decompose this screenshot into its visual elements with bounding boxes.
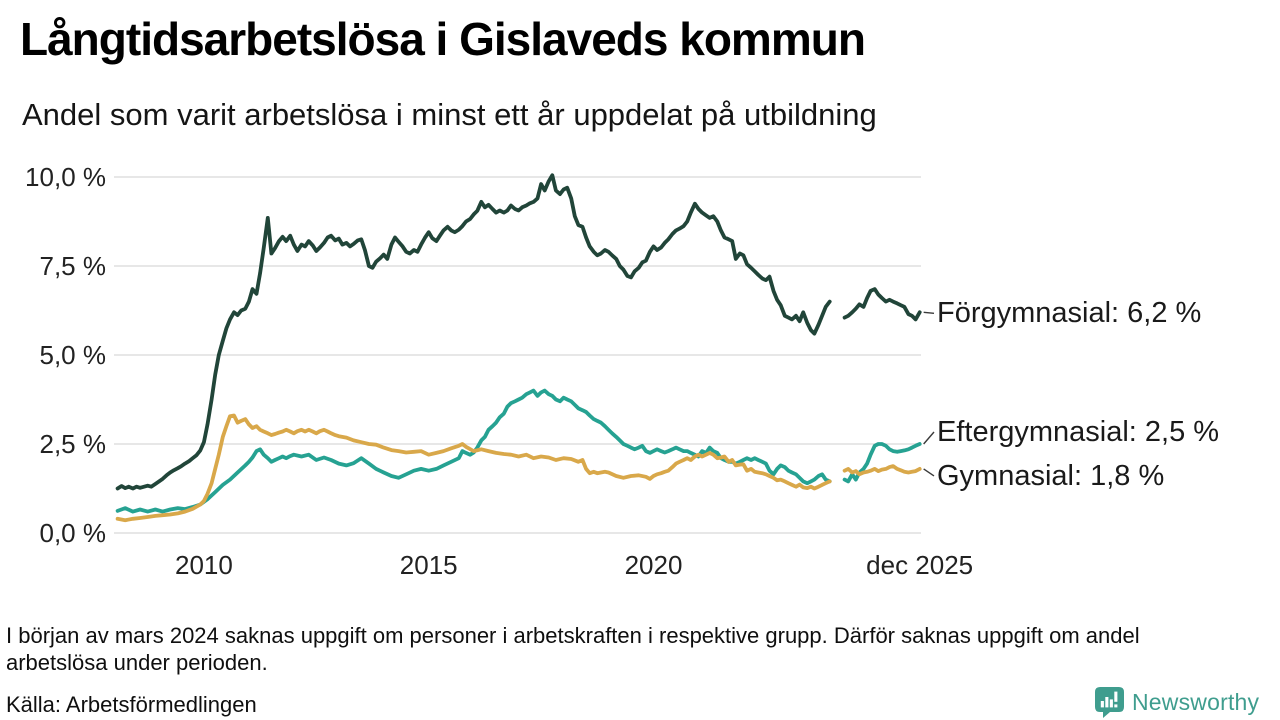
series-line-eftergymnasial (842, 442, 922, 484)
y-axis-tick-label: 0,0 % (39, 518, 107, 548)
source-label: Källa: Arbetsförmedlingen (6, 692, 257, 717)
newsworthy-wordmark: Newsworthy (1132, 688, 1260, 715)
legend-label-gymnasial: Gymnasial: 1,8 % (937, 459, 1165, 492)
series-line-gymnasial (842, 464, 922, 477)
legend-label-eftergymnasial: Eftergymnasial: 2,5 % (937, 416, 1220, 448)
legend-connector-forgymnasial (923, 311, 935, 314)
footnote-text: I början av mars 2024 saknas uppgift om … (6, 623, 1140, 675)
y-axis-tick-label: 10,0 % (25, 162, 106, 192)
newsworthy-logo: Newsworthy (1094, 686, 1259, 718)
newsworthy-speech-bubble-chart-icon (1095, 687, 1124, 718)
page-title: Långtidsarbetslösa i Gislaveds kommun (20, 13, 866, 65)
series-line-gymnasial (115, 413, 832, 523)
series-line-forgymnasial (115, 173, 832, 491)
chart-subtitle: Andel som varit arbetslösa i minst ett å… (22, 97, 877, 132)
legend-connector-gymnasial (923, 468, 935, 477)
x-axis-tick-label: 2010 (174, 550, 233, 580)
x-axis-tick-label: 2015 (399, 550, 458, 580)
x-axis-tick-label: 2020 (624, 550, 683, 580)
legend-connector-eftergymnasial (923, 431, 935, 445)
y-axis-tick-label: 2,5 % (39, 429, 107, 459)
series-line-forgymnasial (842, 287, 922, 322)
series-line-eftergymnasial (115, 388, 832, 514)
x-axis-tick-label: dec 2025 (866, 550, 974, 580)
y-axis-tick-label: 5,0 % (39, 340, 107, 370)
legend-label-forgymnasial: Förgymnasial: 6,2 % (937, 297, 1202, 330)
y-axis-tick-label: 7,5 % (39, 251, 107, 281)
